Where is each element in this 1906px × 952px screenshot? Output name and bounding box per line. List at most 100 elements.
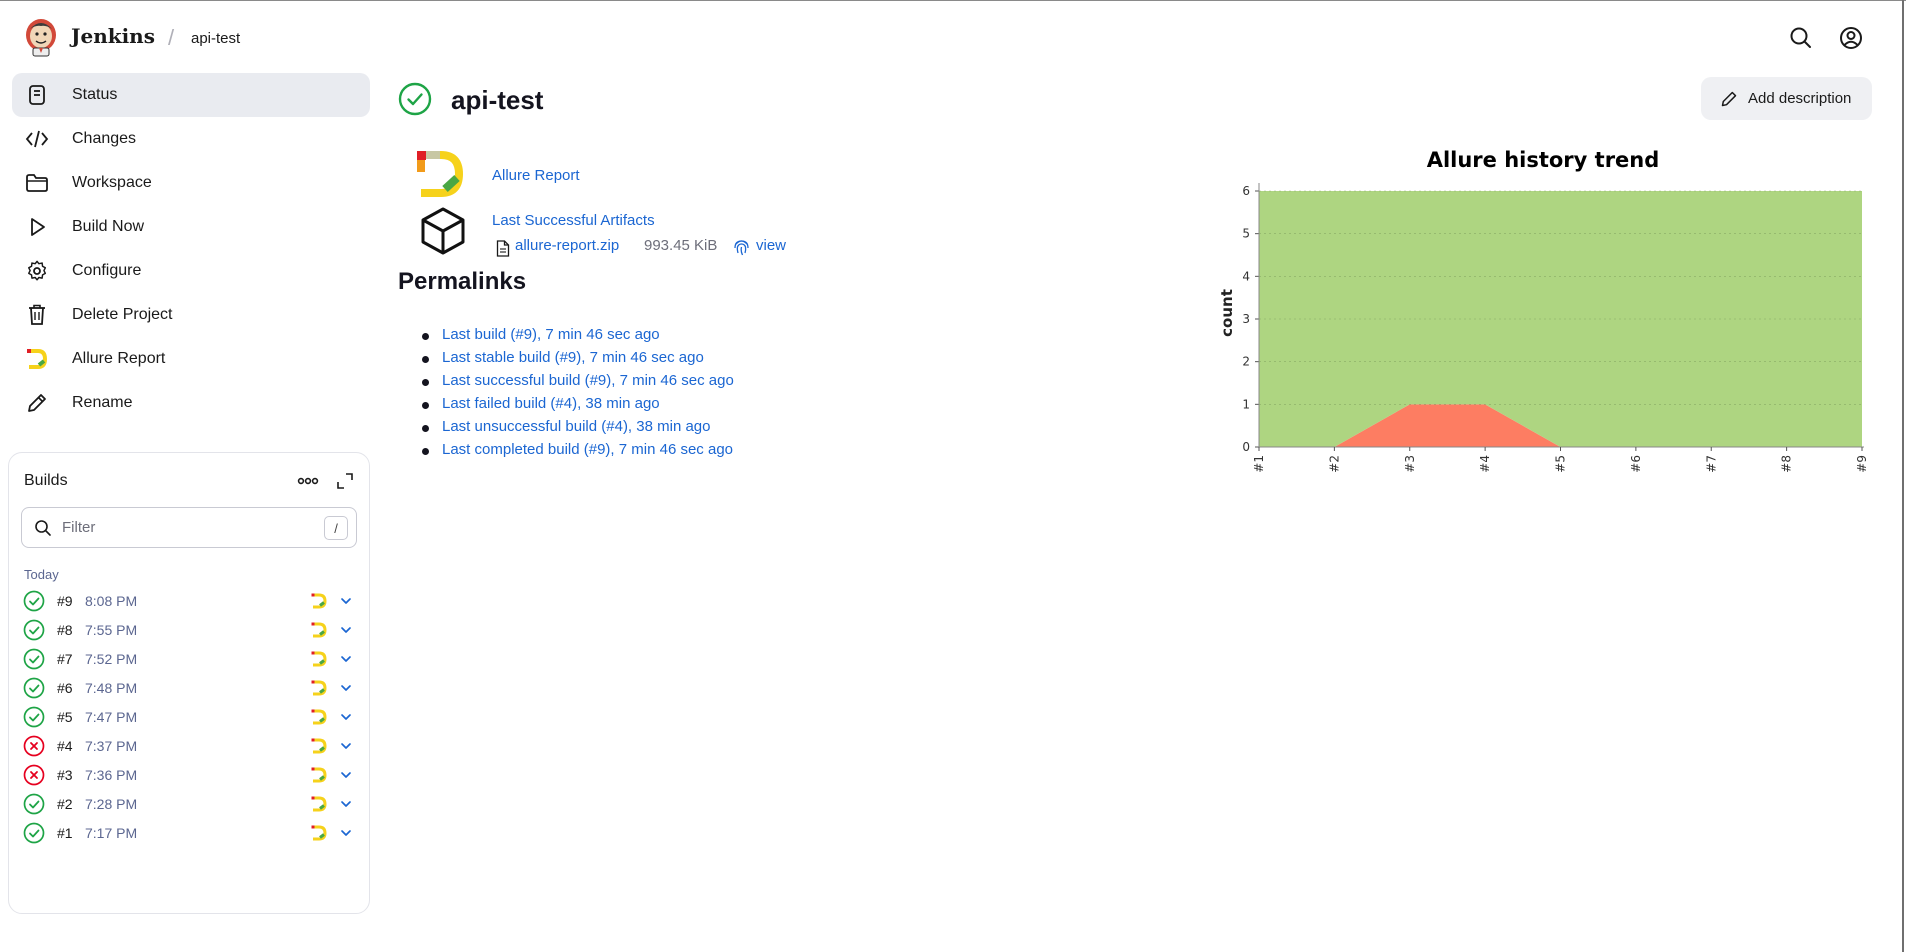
chevron-down-icon[interactable] <box>339 652 353 666</box>
sidebar-item-workspace[interactable]: Workspace <box>12 161 370 205</box>
failure-status-icon <box>23 735 45 757</box>
chart-y-tick-label: 6 <box>1242 184 1250 198</box>
permalink-last-stable-build[interactable]: Last stable build (#9), 7 min 46 sec ago <box>442 349 704 366</box>
build-number[interactable]: #1 <box>57 825 73 841</box>
allure-icon[interactable] <box>311 651 327 667</box>
allure-icon[interactable] <box>311 825 327 841</box>
sidebar-item-label: Status <box>72 86 118 103</box>
allure-icon <box>24 346 50 372</box>
build-time[interactable]: 7:47 PM <box>85 709 138 725</box>
page-title: api-test <box>451 85 544 115</box>
build-number[interactable]: #6 <box>57 680 73 696</box>
build-time[interactable]: 8:08 PM <box>85 593 138 609</box>
build-number[interactable]: #2 <box>57 796 73 812</box>
chart-y-axis-label: count <box>1218 289 1236 337</box>
build-time[interactable]: 7:36 PM <box>85 767 138 783</box>
chevron-down-icon[interactable] <box>339 710 353 724</box>
sidebar-item-label: Allure Report <box>72 350 166 367</box>
allure-icon[interactable] <box>311 767 327 783</box>
chevron-down-icon[interactable] <box>339 739 353 753</box>
package-icon <box>421 207 465 255</box>
chart-y-tick-label: 5 <box>1242 227 1250 241</box>
allure-icon[interactable] <box>311 622 327 638</box>
artifact-file-link[interactable]: allure-report.zip <box>515 237 620 254</box>
chevron-down-icon[interactable] <box>339 797 353 811</box>
filter-input[interactable] <box>62 519 312 536</box>
sidebar-item-configure[interactable]: Configure <box>12 249 370 293</box>
allure-icon[interactable] <box>311 796 327 812</box>
success-status-icon <box>23 706 45 728</box>
permalink-last-build[interactable]: Last build (#9), 7 min 46 sec ago <box>442 326 660 343</box>
build-number[interactable]: #5 <box>57 709 73 725</box>
user-account-icon[interactable] <box>1838 25 1864 51</box>
build-row[interactable]: #4 7:37 PM <box>21 731 357 761</box>
build-number[interactable]: #9 <box>57 593 73 609</box>
brand-name[interactable]: Jenkins <box>71 24 155 48</box>
permalink-last-unsuccessful-build[interactable]: Last unsuccessful build (#4), 38 min ago <box>442 418 711 435</box>
sidebar-item-status[interactable]: Status <box>12 73 370 117</box>
add-description-button[interactable]: Add description <box>1701 77 1872 120</box>
sidebar-item-allure-report[interactable]: Allure Report <box>12 337 370 381</box>
artifact-view-link[interactable]: view <box>756 237 787 254</box>
breadcrumb-separator: / <box>168 25 175 50</box>
build-time[interactable]: 7:52 PM <box>85 651 138 667</box>
failure-status-icon <box>23 764 45 786</box>
chevron-down-icon[interactable] <box>339 768 353 782</box>
build-row[interactable]: #8 7:55 PM <box>21 615 357 645</box>
sidebar-item-build-now[interactable]: Build Now <box>12 205 370 249</box>
build-time[interactable]: 7:37 PM <box>85 738 138 754</box>
jenkins-logo-icon[interactable] <box>24 17 58 57</box>
keyboard-shortcut-badge: / <box>324 516 348 540</box>
chevron-down-icon[interactable] <box>339 681 353 695</box>
build-row[interactable]: #9 8:08 PM <box>21 586 357 616</box>
chart-y-tick-label: 4 <box>1242 269 1250 283</box>
build-row[interactable]: #3 7:36 PM <box>21 760 357 790</box>
chart-area-series-0 <box>1259 404 1862 447</box>
build-time[interactable]: 7:55 PM <box>85 622 138 638</box>
allure-history-trend-chart[interactable]: Allure history trend count 0 1 2 3 4 5 6 #1 #2 #3… <box>1210 138 1890 488</box>
build-number[interactable]: #7 <box>57 651 73 667</box>
sidebar-item-rename[interactable]: Rename <box>12 381 370 425</box>
pencil-icon <box>1721 91 1737 106</box>
allure-icon[interactable] <box>311 709 327 725</box>
build-row[interactable]: #5 7:47 PM <box>21 702 357 732</box>
build-number[interactable]: #8 <box>57 622 73 638</box>
build-number[interactable]: #4 <box>57 738 73 754</box>
expand-icon[interactable] <box>335 471 355 491</box>
fingerprint-icon[interactable] <box>733 238 750 256</box>
build-time[interactable]: 7:28 PM <box>85 796 138 812</box>
allure-icon[interactable] <box>311 593 327 609</box>
gear-icon <box>24 258 50 284</box>
search-icon[interactable] <box>1788 25 1814 51</box>
allure-report-link[interactable]: Allure Report <box>492 167 580 184</box>
add-description-label: Add description <box>1748 90 1852 107</box>
allure-icon[interactable] <box>311 738 327 754</box>
last-successful-artifacts-link[interactable]: Last Successful Artifacts <box>492 212 655 229</box>
permalink-last-failed-build[interactable]: Last failed build (#4), 38 min ago <box>442 395 660 412</box>
build-number[interactable]: #3 <box>57 767 73 783</box>
permalink-last-successful-build[interactable]: Last successful build (#9), 7 min 46 sec… <box>442 372 734 389</box>
play-icon <box>24 214 50 240</box>
sidebar-item-changes[interactable]: Changes <box>12 117 370 161</box>
allure-logo-icon[interactable] <box>415 150 467 198</box>
more-options-icon[interactable] <box>295 471 321 491</box>
chart-x-tick-label: #6 <box>1629 455 1643 473</box>
chart-title: Allure history trend <box>1427 148 1660 172</box>
build-row[interactable]: #7 7:52 PM <box>21 644 357 674</box>
build-time[interactable]: 7:48 PM <box>85 680 138 696</box>
build-row[interactable]: #1 7:17 PM <box>21 818 357 848</box>
build-row[interactable]: #6 7:48 PM <box>21 673 357 703</box>
sidebar-item-label: Changes <box>72 130 137 147</box>
file-icon <box>496 240 510 257</box>
permalinks-heading: Permalinks <box>398 268 527 295</box>
window-edge <box>1902 0 1904 952</box>
build-time[interactable]: 7:17 PM <box>85 825 138 841</box>
permalink-last-completed-build[interactable]: Last completed build (#9), 7 min 46 sec … <box>442 441 733 458</box>
sidebar-item-delete-project[interactable]: Delete Project <box>12 293 370 337</box>
breadcrumb-job[interactable]: api-test <box>191 30 241 47</box>
chevron-down-icon[interactable] <box>339 623 353 637</box>
chevron-down-icon[interactable] <box>339 594 353 608</box>
build-row[interactable]: #2 7:28 PM <box>21 789 357 819</box>
allure-icon[interactable] <box>311 680 327 696</box>
chevron-down-icon[interactable] <box>339 826 353 840</box>
